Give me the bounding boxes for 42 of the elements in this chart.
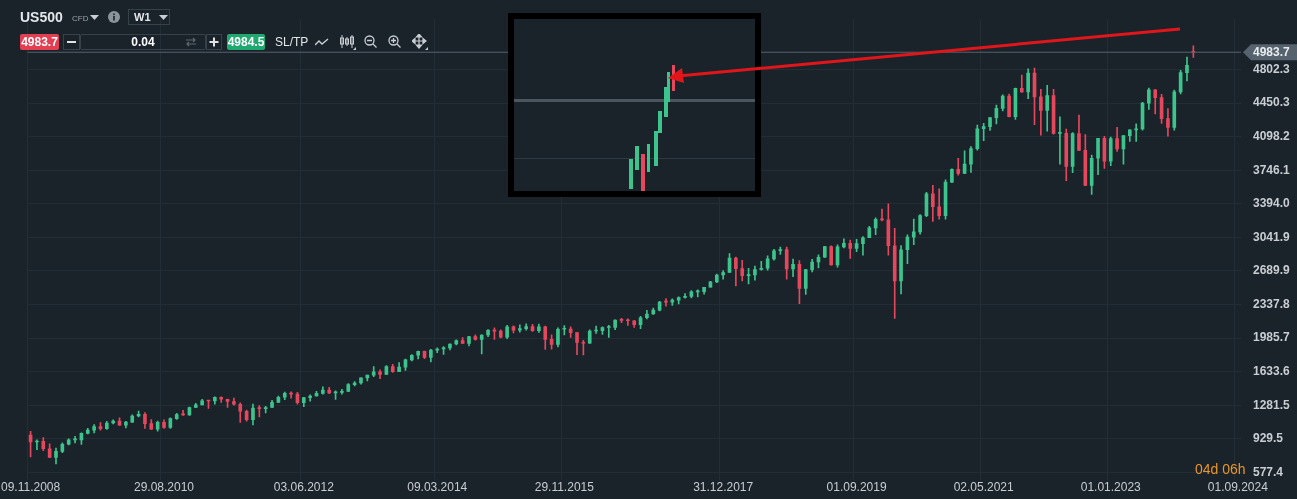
candlestick: [257, 405, 262, 418]
annotation: SL/TP: [275, 35, 309, 49]
y-tick-label: 1985.7: [1253, 330, 1291, 345]
y-tick-label: 1633.6: [1253, 364, 1291, 379]
x-tick-label: 01.01.2023: [1080, 480, 1142, 495]
chart-subtitle: CFD: [72, 14, 89, 23]
annotation: 4983.7: [20, 34, 59, 50]
x-tick-label: 29.08.2010: [133, 480, 195, 495]
ref-line-label: 4983.7: [1253, 44, 1291, 59]
chart-title: US500: [20, 9, 63, 25]
candlestick: [562, 325, 567, 336]
x-tick-label: 03.06.2012: [273, 480, 335, 495]
candlestick: [518, 324, 522, 333]
annotation: W1: [128, 9, 170, 25]
x-tick-label: 31.12.2017: [693, 480, 754, 495]
x-tick-label: 01.09.2019: [826, 480, 887, 495]
y-tick-label: 577.4: [1253, 464, 1284, 479]
annotation: 04d 06h: [1195, 461, 1246, 477]
x-tick-label: 29.11.2015: [534, 480, 595, 495]
candlestick: [1058, 116, 1062, 165]
candlestick: [1019, 74, 1024, 93]
x-tick-label: 09.11.2008: [1, 480, 61, 495]
y-tick-label: 2337.8: [1253, 296, 1291, 311]
candlestick: [911, 218, 916, 245]
candlestick: [956, 158, 961, 176]
candlestick: [759, 261, 764, 271]
x-tick-label: 02.05.2021: [953, 480, 1015, 495]
annotation: 4984.5: [227, 34, 265, 50]
y-tick-label: 4450.3: [1253, 95, 1291, 110]
candlestick: [606, 324, 611, 338]
y-tick-label: 3746.1: [1253, 162, 1291, 177]
y-tick-label: 3394.0: [1253, 196, 1291, 211]
y-tick-label: 4098.2: [1253, 128, 1291, 143]
annotation: 0.04: [80, 34, 206, 50]
candlestick: [626, 318, 630, 326]
y-tick-label: 2689.9: [1253, 263, 1291, 278]
y-tick-label: 1281.5: [1253, 397, 1291, 412]
y-tick-label: 4802.3: [1253, 61, 1291, 76]
y-tick-label: 929.5: [1253, 431, 1284, 446]
x-tick-label: 09.03.2014: [407, 480, 468, 495]
y-tick-label: 3041.9: [1253, 229, 1291, 244]
x-tick-label: 01.09.2024: [1207, 480, 1269, 495]
